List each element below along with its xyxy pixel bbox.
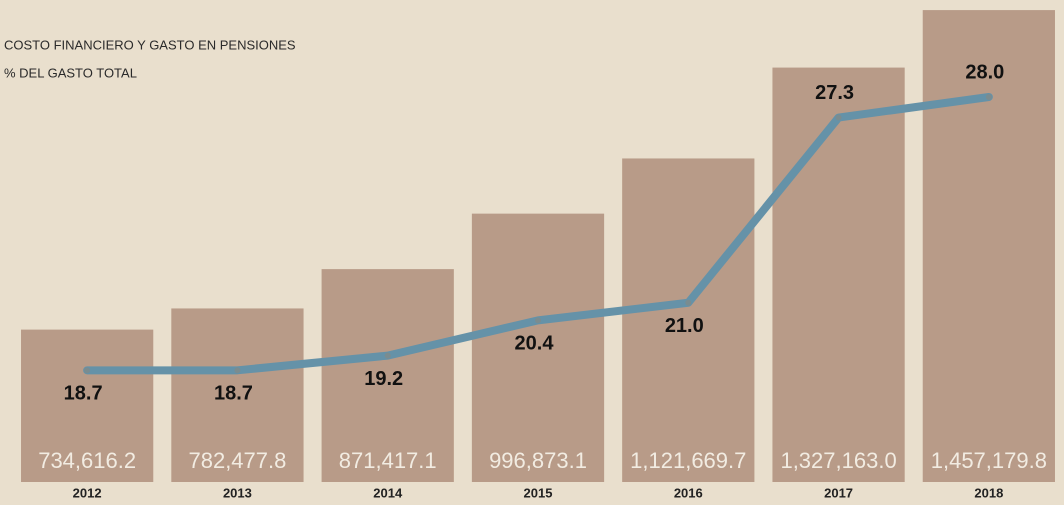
line-value-label: 20.4 — [515, 333, 555, 355]
line-value-label: 21.0 — [665, 315, 704, 337]
legend-label: % DEL GASTO TOTAL — [4, 65, 137, 80]
bar-value-label: 871,417.1 — [339, 448, 437, 473]
x-tick-label: 2017 — [824, 485, 853, 500]
bar-value-label: 1,457,179.8 — [931, 448, 1047, 473]
line-point — [234, 367, 240, 373]
line-point — [535, 317, 541, 323]
x-tick-label: 2013 — [223, 485, 252, 500]
x-tick-label: 2016 — [674, 485, 703, 500]
x-tick-label: 2012 — [73, 485, 102, 500]
chart: COSTO FINANCIERO Y GASTO EN PENSIONES % … — [0, 0, 1064, 505]
line-point — [986, 94, 992, 100]
x-tick-label: 2014 — [373, 485, 403, 500]
line-value-label: 27.3 — [815, 82, 854, 104]
bar-value-label: 1,121,669.7 — [630, 448, 746, 473]
bar — [772, 68, 904, 482]
bar-value-label: 996,873.1 — [489, 448, 587, 473]
bar-value-label: 782,477.8 — [188, 448, 286, 473]
line-value-label: 19.2 — [364, 368, 403, 390]
line-value-label: 18.7 — [214, 383, 253, 405]
bar-value-label: 1,327,163.0 — [780, 448, 896, 473]
legend-label: COSTO FINANCIERO Y GASTO EN PENSIONES — [4, 37, 296, 52]
line-point — [84, 367, 90, 373]
line-point — [836, 115, 842, 121]
bar-value-label: 734,616.2 — [38, 448, 136, 473]
x-tick-label: 2015 — [524, 485, 553, 500]
line-point — [385, 353, 391, 359]
x-tick-label: 2018 — [974, 485, 1003, 500]
line-point — [685, 300, 691, 306]
line-value-label: 18.7 — [64, 383, 103, 405]
line-value-label: 28.0 — [965, 61, 1004, 83]
